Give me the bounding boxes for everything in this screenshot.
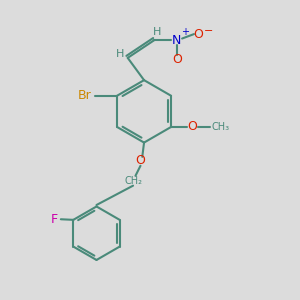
- Text: O: O: [188, 121, 197, 134]
- Text: N: N: [172, 34, 182, 46]
- Text: CH₂: CH₂: [124, 176, 142, 186]
- Text: Br: Br: [77, 89, 91, 102]
- Text: O: O: [136, 154, 146, 167]
- Text: O: O: [172, 53, 182, 66]
- Text: F: F: [50, 213, 58, 226]
- Text: CH₃: CH₃: [211, 122, 229, 132]
- Text: −: −: [204, 26, 213, 36]
- Text: H: H: [116, 49, 124, 59]
- Text: H: H: [153, 27, 162, 37]
- Text: O: O: [193, 28, 203, 40]
- Text: +: +: [181, 27, 189, 37]
